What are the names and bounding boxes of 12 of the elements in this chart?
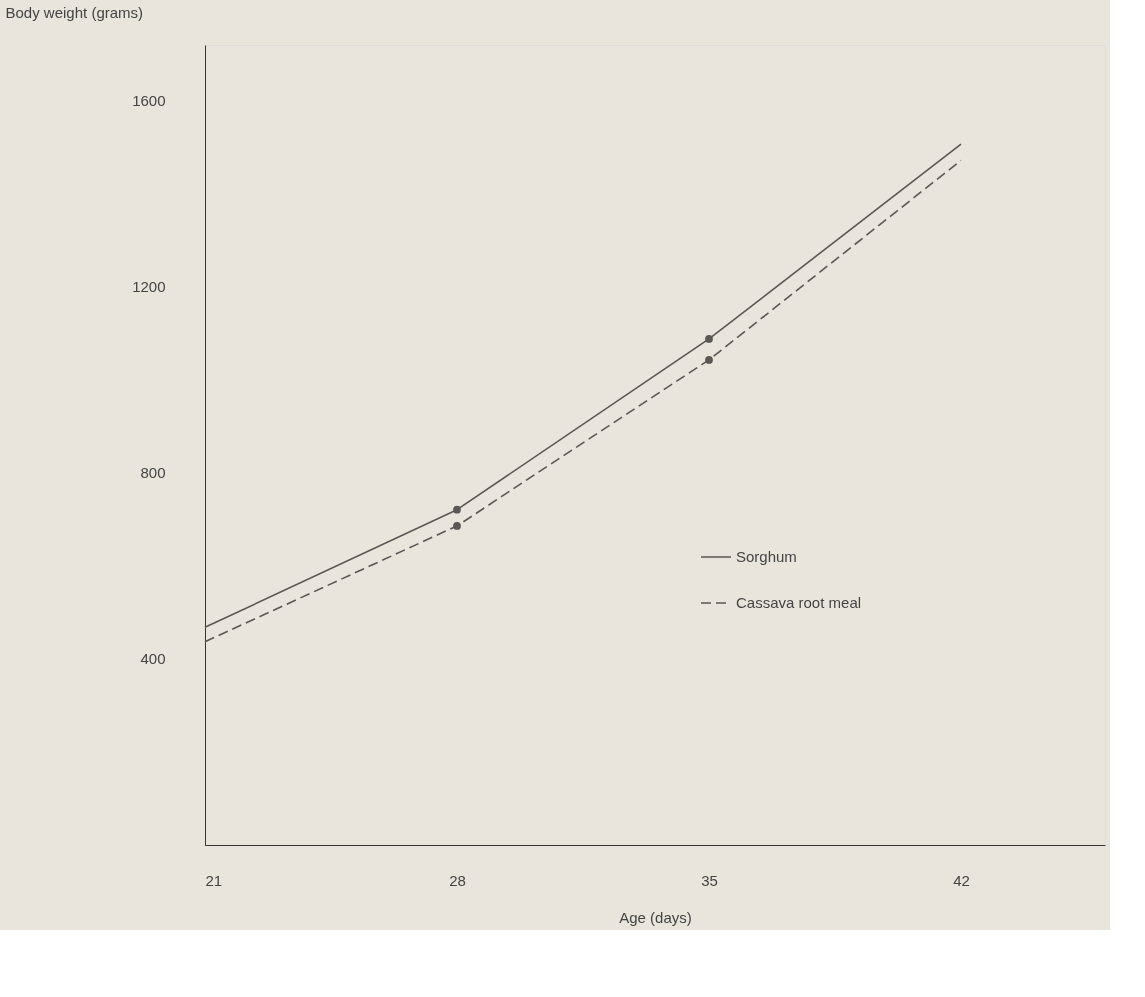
x-tick-label: 21 bbox=[205, 871, 223, 889]
y-axis-title: Body weight (grams) bbox=[5, 3, 144, 21]
y-tick-label: 1200 bbox=[132, 278, 166, 296]
x-tick-label: 35 bbox=[701, 871, 718, 889]
x-axis-title: Age (days) bbox=[619, 908, 692, 926]
legend-label: Sorghum bbox=[736, 548, 797, 565]
legend-label: Cassava root meal bbox=[736, 594, 862, 611]
x-tick-label: 28 bbox=[449, 871, 466, 889]
x-tick-label: 42 bbox=[953, 871, 970, 889]
y-tick-label: 1600 bbox=[132, 92, 166, 110]
y-tick-label: 800 bbox=[140, 464, 166, 482]
y-tick-label: 400 bbox=[140, 650, 166, 668]
